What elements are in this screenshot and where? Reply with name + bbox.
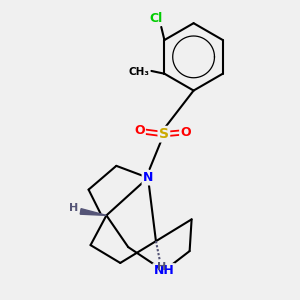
- Text: CH₃: CH₃: [128, 67, 149, 77]
- Text: Cl: Cl: [150, 12, 163, 25]
- Text: O: O: [134, 124, 145, 137]
- Text: S: S: [159, 127, 169, 141]
- Polygon shape: [80, 209, 106, 215]
- Text: O: O: [180, 126, 191, 139]
- Text: N: N: [143, 171, 153, 184]
- Text: H: H: [69, 203, 78, 213]
- Text: H: H: [157, 262, 167, 272]
- Text: NH: NH: [154, 264, 174, 278]
